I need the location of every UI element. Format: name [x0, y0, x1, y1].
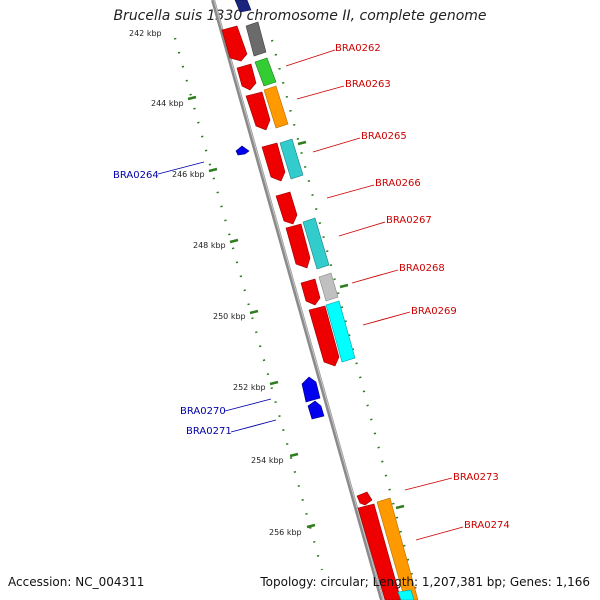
gene-arrow-cyan-bright [397, 589, 415, 600]
leader-line [415, 526, 464, 541]
scale-tick [249, 309, 259, 315]
label-leaders [157, 49, 464, 541]
gene-arrow [275, 191, 298, 225]
gene-arrow-reverse [301, 376, 321, 403]
gene-label-bra0265[interactable]: BRA0265 [361, 131, 407, 142]
scale-tick [269, 380, 279, 386]
scale-tick-label: 256 kbp [269, 528, 302, 537]
scale-tick-label: 248 kbp [193, 241, 226, 250]
inner-scale-track [173, 37, 324, 571]
leader-line [224, 398, 272, 412]
gene-arrow [261, 142, 286, 182]
forward-genes-outer [234, 0, 419, 600]
gene-arrow [236, 63, 257, 91]
gene-label-bra0266[interactable]: BRA0266 [375, 178, 421, 189]
scale-tick [339, 283, 349, 289]
gene-label-bra0273[interactable]: BRA0273 [453, 472, 499, 483]
leader-line [326, 184, 375, 199]
gene-label-bra0269[interactable]: BRA0269 [411, 306, 457, 317]
leader-line [351, 269, 399, 284]
leader-line [312, 137, 361, 153]
scale-tick-label: 250 kbp [213, 312, 246, 321]
gene-arrow-lightgray [318, 272, 339, 302]
gene-arrow [300, 278, 321, 306]
gene-label-bra0267[interactable]: BRA0267 [386, 215, 432, 226]
gene-label-bra0262[interactable]: BRA0262 [335, 43, 381, 54]
leader-line [296, 85, 345, 100]
gene-arrow-orange [376, 497, 419, 600]
gene-label-bra0263[interactable]: BRA0263 [345, 79, 391, 90]
genome-summary-text: Topology: circular; Length: 1,207,381 bp… [260, 575, 590, 589]
scale-tick [395, 504, 405, 510]
leader-line [404, 477, 453, 491]
leader-line [157, 161, 205, 175]
scale-tick-label: 254 kbp [251, 456, 284, 465]
gene-arrow-navy [234, 0, 252, 13]
gene-arrow-cyan [302, 217, 330, 270]
gene-arrow-reverse [307, 400, 325, 420]
gene-arrow [357, 503, 402, 600]
accession-text: Accession: NC_004311 [8, 575, 145, 589]
scale-tick-label: 244 kbp [151, 99, 184, 108]
gene-label-bra0264[interactable]: BRA0264 [113, 170, 159, 181]
gene-label-bra0268[interactable]: BRA0268 [399, 263, 445, 274]
scale-tick [187, 95, 197, 101]
gene-arrow [285, 223, 311, 269]
chromosome-backbone [211, 0, 384, 600]
chromosome-backbone-highlight [213, 0, 384, 600]
scale-tick [208, 167, 218, 173]
gene-arrow-green [254, 57, 277, 87]
scale-tick [289, 452, 299, 458]
gene-arrow [356, 491, 373, 506]
scale-tick [229, 238, 239, 244]
gene-arrow-orange [263, 85, 289, 129]
gene-arrow-cyan-bright [325, 300, 356, 363]
leader-line [362, 311, 411, 326]
gene-arrow [221, 25, 248, 62]
leader-line [285, 49, 336, 67]
reverse-genes [235, 145, 325, 420]
scale-tick-marks [187, 95, 405, 529]
gene-label-bra0274[interactable]: BRA0274 [464, 520, 510, 531]
map-title: Brucella suis 1330 chromosome II, comple… [113, 8, 487, 24]
scale-tick-label: 246 kbp [172, 170, 205, 179]
scale-tick-label: 252 kbp [233, 383, 266, 392]
scale-tick [306, 523, 316, 529]
scale-tick-label: 242 kbp [129, 29, 162, 38]
gene-arrow-reverse [235, 145, 250, 156]
gene-label-bra0270[interactable]: BRA0270 [180, 406, 226, 417]
forward-genes [221, 25, 402, 600]
leader-line [338, 221, 386, 237]
gene-arrow [245, 91, 271, 131]
scale-tick [297, 140, 307, 146]
leader-line [230, 419, 277, 433]
gene-arrow-gray [245, 21, 267, 57]
gene-arrow-cyan [279, 138, 304, 180]
outer-scale-track [270, 39, 420, 599]
gene-label-bra0271[interactable]: BRA0271 [186, 426, 232, 437]
gene-arrow [308, 305, 340, 367]
